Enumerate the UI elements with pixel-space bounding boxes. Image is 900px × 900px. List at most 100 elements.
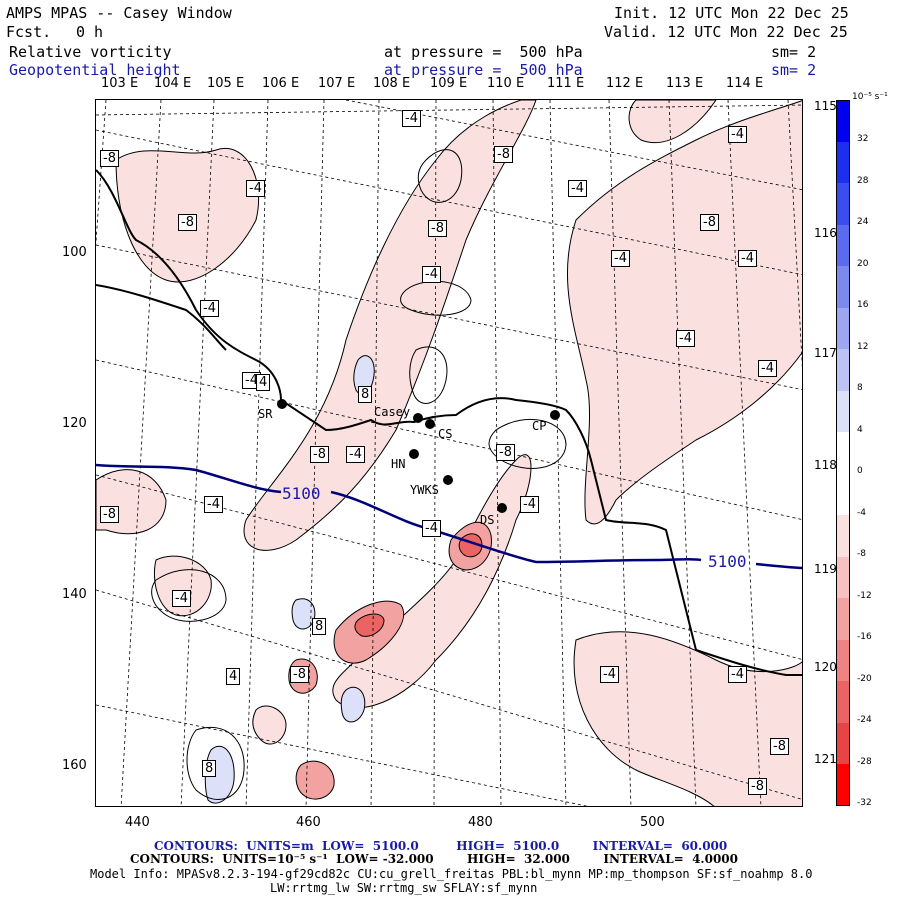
valid-time: Valid. 12 UTC Mon 22 Dec 25: [604, 23, 848, 41]
vorticity-region: [628, 100, 717, 144]
vorticity-label: -8: [310, 446, 329, 463]
colorbar-label: 28: [857, 175, 869, 186]
colorbar-segment: [836, 266, 850, 308]
vorticity-contour-info: CONTOURS: UNITS=10⁻⁵ s⁻¹ LOW= -32.000 HI…: [130, 852, 738, 866]
height-contour-5100: [330, 490, 702, 564]
field2-name: Geopotential height: [9, 61, 181, 79]
colorbar-segment: [836, 349, 850, 391]
colorbar-segment: [836, 183, 850, 225]
x-tick-label: 480: [468, 815, 493, 830]
colorbar-label: -12: [857, 590, 872, 601]
lon-label-top: 112 E: [606, 76, 644, 91]
vorticity-contour: [488, 418, 567, 469]
vorticity-label: -4: [568, 180, 587, 197]
init-time: Init. 12 UTC Mon 22 Dec 25: [614, 4, 849, 22]
vorticity-label: 4: [256, 374, 271, 391]
colorbar-label: -8: [857, 549, 866, 559]
station-marker: [550, 410, 560, 420]
lon-label-top: 113 E: [666, 76, 704, 91]
vorticity-label: 8: [202, 760, 217, 777]
forecast-label: Fcst.: [6, 23, 52, 41]
vorticity-label: -4: [172, 590, 191, 607]
field2-level: at pressure = 500 hPa: [384, 61, 583, 79]
map-title: AMPS MPAS -- Casey Window: [6, 4, 232, 22]
lon-label-top: 107 E: [318, 76, 356, 91]
vorticity-label: -4: [728, 126, 747, 143]
vorticity-label: -4: [200, 300, 219, 317]
colorbar-segment: [836, 722, 850, 764]
vorticity-label: -8: [700, 214, 719, 231]
vorticity-label: -8: [290, 666, 309, 683]
field1-level: at pressure = 500 hPa: [384, 43, 583, 61]
vorticity-label: -4: [728, 666, 747, 683]
height-label: 5100: [282, 484, 321, 503]
vorticity-label: -4: [676, 330, 695, 347]
station-marker: [443, 475, 453, 485]
vorticity-label: 8: [312, 618, 327, 635]
height-label: 5100: [708, 552, 747, 571]
colorbar-label: -16: [857, 632, 872, 642]
colorbar-units: 10⁻⁵ s⁻¹: [852, 92, 888, 102]
vorticity-label: -4: [520, 496, 539, 513]
vorticity-label: -8: [100, 150, 119, 167]
colorbar-label: -24: [857, 715, 872, 725]
station-label-hn: HN: [391, 457, 406, 471]
height-contour-5100: [96, 463, 282, 494]
lon-label-top: 106 E: [262, 76, 300, 91]
vorticity-label: -4: [422, 520, 441, 537]
colorbar-label: 8: [857, 383, 863, 393]
field1-name: Relative vorticity: [9, 43, 172, 61]
colorbar-segment: [836, 100, 850, 142]
model-info-line2: LW:rrtmg_lw SW:rrtmg_sw SFLAY:sf_mynn: [270, 881, 538, 895]
positive-vorticity-region: [340, 686, 366, 723]
vorticity-map: [96, 100, 802, 806]
x-tick-label: 500: [640, 815, 665, 830]
y-tick-label: 160: [62, 758, 87, 773]
colorbar-segment: [836, 764, 850, 806]
vorticity-label: -4: [246, 180, 265, 197]
colorbar-label: 20: [857, 258, 869, 269]
colorbar-label: 16: [857, 300, 869, 310]
vorticity-label: -8: [100, 506, 119, 523]
vorticity-contour: [151, 569, 227, 622]
station-marker: [497, 503, 507, 513]
station-marker: [413, 413, 423, 423]
vorticity-label: 8: [358, 386, 373, 403]
colorbar-label: 4: [857, 424, 863, 435]
height-contour-5100: [755, 562, 802, 570]
station-label-cs: CS: [438, 427, 453, 441]
vorticity-label: -8: [770, 738, 789, 755]
coastline: [96, 284, 227, 351]
station-marker: [409, 449, 419, 459]
vorticity-label: -8: [748, 778, 767, 795]
x-tick-label: 440: [125, 815, 150, 830]
coastline: [96, 169, 802, 676]
vorticity-label: -4: [346, 446, 365, 463]
colorbar-label: -4: [857, 507, 866, 518]
colorbar-segment: [836, 515, 850, 557]
vorticity-label: -4: [422, 266, 441, 283]
lon-label-top: 104 E: [154, 76, 192, 91]
colorbar-segment: [836, 681, 850, 723]
colorbar-label: 0: [857, 466, 863, 476]
colorbar-segment: [836, 224, 850, 266]
colorbar-label: 12: [857, 341, 869, 352]
vorticity-label: -4: [402, 110, 421, 127]
lon-label-top: 114 E: [726, 76, 764, 91]
station-label-ywks: YWKS: [410, 483, 439, 497]
y-tick-label: 140: [62, 587, 87, 602]
lon-label-top: 103 E: [101, 76, 139, 91]
colorbar-segment: [836, 473, 850, 515]
colorbar-segment: [836, 556, 850, 598]
vorticity-label: -8: [428, 220, 447, 237]
positive-vorticity-region: [291, 598, 316, 630]
vorticity-region: [96, 469, 167, 535]
vorticity-contour: [417, 149, 463, 203]
vorticity-region: [566, 100, 802, 525]
lon-label-top: 105 E: [207, 76, 245, 91]
vorticity-label: -8: [178, 214, 197, 231]
field1-smoothing: sm= 2: [771, 43, 817, 61]
vorticity-region: [153, 555, 212, 617]
vorticity-label: -4: [758, 360, 777, 377]
y-tick-label: 100: [62, 245, 87, 260]
